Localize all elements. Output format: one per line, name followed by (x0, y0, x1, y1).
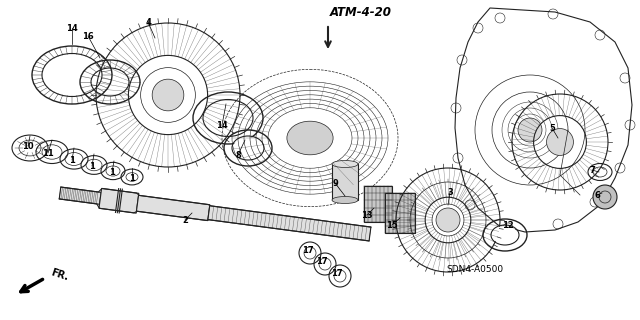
Polygon shape (99, 188, 139, 213)
Polygon shape (208, 206, 371, 241)
Bar (364, 186, 392, 222)
Text: 17: 17 (331, 268, 343, 277)
Text: 16: 16 (82, 31, 94, 41)
Text: 1: 1 (109, 167, 115, 177)
Ellipse shape (332, 161, 358, 167)
Polygon shape (60, 187, 101, 204)
Circle shape (436, 208, 460, 232)
Text: 4: 4 (145, 18, 151, 27)
Ellipse shape (492, 226, 518, 244)
Text: ATM-4-20: ATM-4-20 (330, 6, 392, 19)
Text: 1: 1 (69, 156, 75, 164)
Bar (385, 193, 415, 233)
Text: 17: 17 (302, 245, 314, 254)
Text: 2: 2 (182, 215, 188, 225)
Text: 3: 3 (447, 188, 453, 196)
Text: 1: 1 (89, 162, 95, 171)
Text: 8: 8 (235, 150, 241, 159)
Text: 13: 13 (361, 211, 373, 220)
Text: 14: 14 (66, 23, 78, 33)
Text: 9: 9 (332, 179, 338, 188)
Text: 1: 1 (129, 173, 135, 182)
Text: 5: 5 (549, 124, 555, 132)
Text: 10: 10 (22, 141, 34, 150)
Ellipse shape (287, 121, 333, 155)
Text: FR.: FR. (50, 268, 70, 283)
Circle shape (547, 129, 573, 156)
Ellipse shape (233, 137, 263, 159)
Circle shape (518, 118, 542, 142)
Ellipse shape (332, 196, 358, 204)
Circle shape (593, 185, 617, 209)
Text: 7: 7 (589, 165, 595, 174)
Text: 12: 12 (502, 220, 514, 229)
Text: 15: 15 (386, 220, 398, 229)
Text: 6: 6 (594, 190, 600, 199)
Polygon shape (136, 195, 210, 220)
Text: 11: 11 (42, 148, 54, 157)
Bar (332, 164, 358, 200)
Text: 17: 17 (316, 257, 328, 266)
Text: 14: 14 (216, 121, 228, 130)
Circle shape (152, 79, 184, 111)
Text: SDN4-A0500: SDN4-A0500 (447, 266, 504, 275)
